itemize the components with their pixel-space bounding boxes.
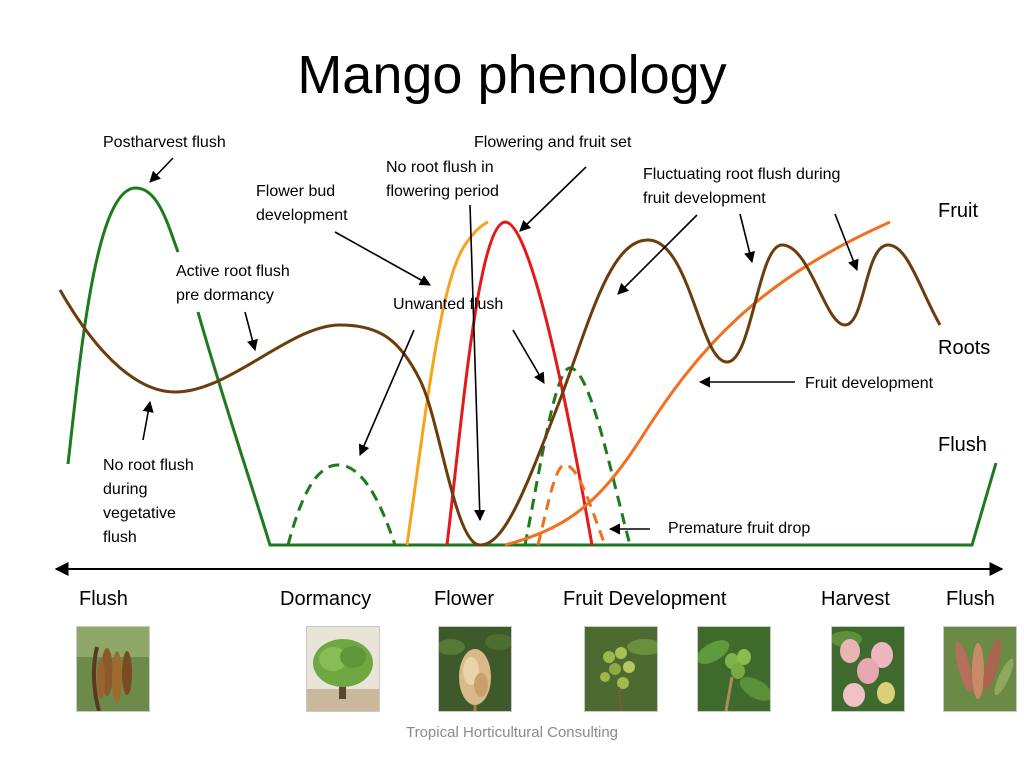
fruit-curve [504,220,891,547]
postharvest-flush-label: Postharvest flush [103,134,226,151]
phase-label-flush-end: Flush [946,588,995,610]
phase-label-dormancy: Dormancy [280,588,372,610]
roots-curve-label: Roots [938,337,991,359]
no-root-flush-flowering-label: No root flush in flowering period [386,159,499,200]
premature-fruit-drop-label: Premature fruit drop [668,520,811,537]
no-root-flush-vegetative-label: No root flush during vegetative flush [103,457,194,546]
mango-tree-photo-icon [306,626,380,712]
mango-flower-panicle-photo-icon [438,626,512,712]
phase-label-fruit-development: Fruit Development [563,588,727,610]
unwanted-flush-curve-fruit-set [523,366,632,546]
flush-curve [66,186,998,547]
flowering-curve [445,220,594,546]
flowering-fruit-set-label: Flowering and fruit set [474,134,632,151]
young-fruit-photo-icon [697,626,771,712]
ripe-mango-photo-icon [831,626,905,712]
unwanted-flush-label: Unwanted flush [393,296,504,313]
roots-curve [58,238,942,547]
flower-bud-curve [405,220,489,546]
annotation-arrows [142,157,859,535]
brown-leaf-flush-photo-icon [76,626,150,712]
fruit-set-photo-icon [584,626,658,712]
footer-credit: Tropical Horticultural Consulting [405,724,619,741]
page-title: Mango phenology [297,45,727,105]
fluctuating-root-flush-label: Fluctuating root flush during fruit deve… [643,166,841,207]
new-leaf-flush-photo-icon [943,626,1017,712]
phenology-diagram [54,157,1004,576]
active-root-flush-label: Active root flush pre dormancy [176,263,290,304]
phase-label-harvest: Harvest [821,588,890,610]
phase-label-flower: Flower [434,588,495,610]
unwanted-flush-curve-dormancy [286,463,397,546]
flush-curve-label: Flush [938,434,987,456]
flower-bud-development-label: Flower bud development [256,183,348,224]
fruit-development-label: Fruit development [805,375,934,392]
phase-label-flush: Flush [79,588,128,610]
fruit-drop-curve [536,463,607,546]
fruit-curve-label: Fruit [938,200,978,222]
